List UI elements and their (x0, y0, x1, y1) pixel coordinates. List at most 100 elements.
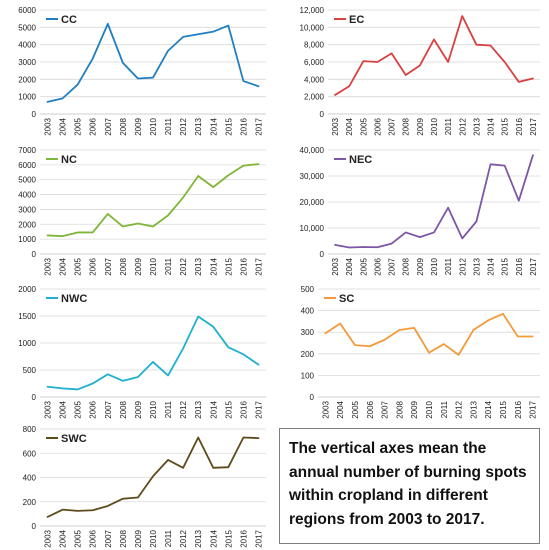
x-tick-label: 2011 (164, 400, 173, 418)
legend-label: SC (339, 293, 354, 305)
y-tick-label: 4000 (18, 41, 36, 50)
x-tick-label: 2005 (74, 117, 83, 135)
legend-label: SWC (61, 433, 87, 445)
y-tick-label: 1000 (18, 339, 36, 348)
x-tick-label: 2010 (149, 400, 158, 418)
y-tick-label: 3000 (18, 205, 36, 214)
x-tick-label: 2012 (458, 257, 467, 275)
x-tick-label: 2011 (444, 257, 453, 275)
y-tick-label: 6,000 (304, 58, 325, 67)
y-tick-label: 3000 (18, 58, 36, 67)
y-tick-label: 2000 (18, 75, 36, 84)
legend-label: NWC (61, 293, 87, 305)
y-tick-label: 40,000 (300, 146, 325, 155)
x-tick-label: 2016 (514, 400, 523, 418)
x-tick-label: 2013 (194, 529, 203, 547)
x-tick-label: 2013 (472, 117, 481, 135)
line-chart-svg: 0 10,000 20,000 30,000 40,000 2003 2004 2005 200… (300, 146, 540, 276)
x-tick-label: 2014 (209, 529, 218, 547)
x-tick-label: 2015 (224, 400, 233, 418)
x-tick-label: 2007 (104, 529, 113, 547)
x-tick-label: 2003 (331, 257, 340, 275)
x-tick-label: 2011 (164, 529, 173, 547)
x-tick-label: 2004 (336, 400, 345, 418)
x-tick-label: 2006 (89, 117, 98, 135)
series-line-nc (46, 163, 260, 238)
x-tick-label: 2006 (89, 257, 98, 275)
y-tick-label: 2,000 (304, 93, 325, 102)
x-tick-label: 2017 (254, 257, 263, 275)
y-tick-label: 10,000 (300, 23, 325, 32)
x-tick-label: 2017 (529, 117, 538, 135)
x-tick-label: 2016 (515, 257, 524, 275)
x-tick-label: 2004 (59, 117, 68, 135)
x-tick-label: 2011 (164, 117, 173, 135)
y-tick-label: 0 (32, 393, 37, 402)
x-tick-label: 2006 (366, 400, 375, 418)
x-tick-label: 2016 (515, 117, 524, 135)
y-tick-label: 400 (301, 307, 315, 316)
x-tick-label: 2004 (59, 529, 68, 547)
series-line-nwc (46, 315, 260, 391)
y-tick-label: 300 (301, 328, 315, 337)
chart-panel-swc: 0 200 400 600 800 2003 2004 2005 2006 2007 2008 200… (0, 421, 276, 550)
y-tick-label: 8,000 (304, 41, 325, 50)
x-tick-label: 2017 (254, 400, 263, 418)
x-tick-label: 2014 (487, 257, 496, 275)
x-tick-label: 2017 (254, 117, 263, 135)
legend-label: EC (349, 14, 364, 26)
x-tick-label: 2015 (501, 117, 510, 135)
x-tick-label: 2012 (455, 400, 464, 418)
x-tick-label: 2014 (209, 257, 218, 275)
y-tick-label: 500 (23, 366, 37, 375)
x-tick-label: 2004 (59, 400, 68, 418)
y-tick-label: 0 (310, 393, 315, 402)
x-tick-label: 2010 (149, 529, 158, 547)
line-chart-svg: 0 1000 2000 3000 4000 5000 6000 2003 2004 2005 200… (18, 6, 266, 136)
x-tick-label: 2015 (224, 529, 233, 547)
x-tick-label: 2014 (487, 117, 496, 135)
series-line-swc (46, 436, 260, 518)
x-tick-label: 2014 (209, 400, 218, 418)
series-line-nec (334, 154, 534, 249)
x-tick-label: 2009 (416, 117, 425, 135)
x-tick-label: 2009 (134, 529, 143, 547)
x-tick-label: 2008 (402, 257, 411, 275)
x-tick-label: 2003 (331, 117, 340, 135)
x-tick-label: 2015 (224, 117, 233, 135)
x-tick-label: 2009 (410, 400, 419, 418)
y-tick-label: 100 (301, 371, 315, 380)
x-tick-label: 2009 (416, 257, 425, 275)
x-tick-label: 2012 (179, 257, 188, 275)
y-tick-label: 5000 (18, 176, 36, 185)
y-tick-label: 7000 (18, 146, 36, 155)
x-tick-label: 2007 (381, 400, 390, 418)
x-tick-label: 2014 (209, 117, 218, 135)
x-tick-label: 2016 (239, 400, 248, 418)
x-tick-label: 2005 (74, 400, 83, 418)
y-tick-label: 2000 (18, 220, 36, 229)
y-tick-label: 500 (301, 285, 315, 294)
x-tick-label: 2013 (194, 400, 203, 418)
x-tick-label: 2005 (74, 529, 83, 547)
x-tick-label: 2008 (402, 117, 411, 135)
line-chart-svg: 0 100 200 300 400 500 2003 2004 2005 2006 2007 2008… (301, 285, 540, 419)
x-tick-label: 2006 (373, 257, 382, 275)
x-tick-label: 2008 (395, 400, 404, 418)
x-tick-label: 2007 (104, 117, 113, 135)
x-tick-label: 2010 (430, 117, 439, 135)
legend-label: NC (61, 154, 77, 166)
x-tick-label: 2005 (74, 257, 83, 275)
y-tick-label: 0 (320, 110, 325, 119)
y-tick-label: 1000 (18, 93, 36, 102)
x-tick-label: 2011 (444, 117, 453, 135)
x-tick-label: 2015 (499, 400, 508, 418)
y-tick-label: 800 (23, 425, 37, 434)
line-chart-svg: 0 200 400 600 800 2003 2004 2005 2006 2007 2008 200… (23, 425, 266, 548)
chart-panel-sc: 0 100 200 300 400 500 2003 2004 2005 2006 2007 2008… (276, 281, 548, 421)
x-tick-label: 2007 (104, 257, 113, 275)
x-tick-label: 2016 (239, 117, 248, 135)
x-tick-label: 2006 (89, 529, 98, 547)
x-tick-label: 2003 (44, 400, 53, 418)
series-line-sc (324, 312, 534, 356)
